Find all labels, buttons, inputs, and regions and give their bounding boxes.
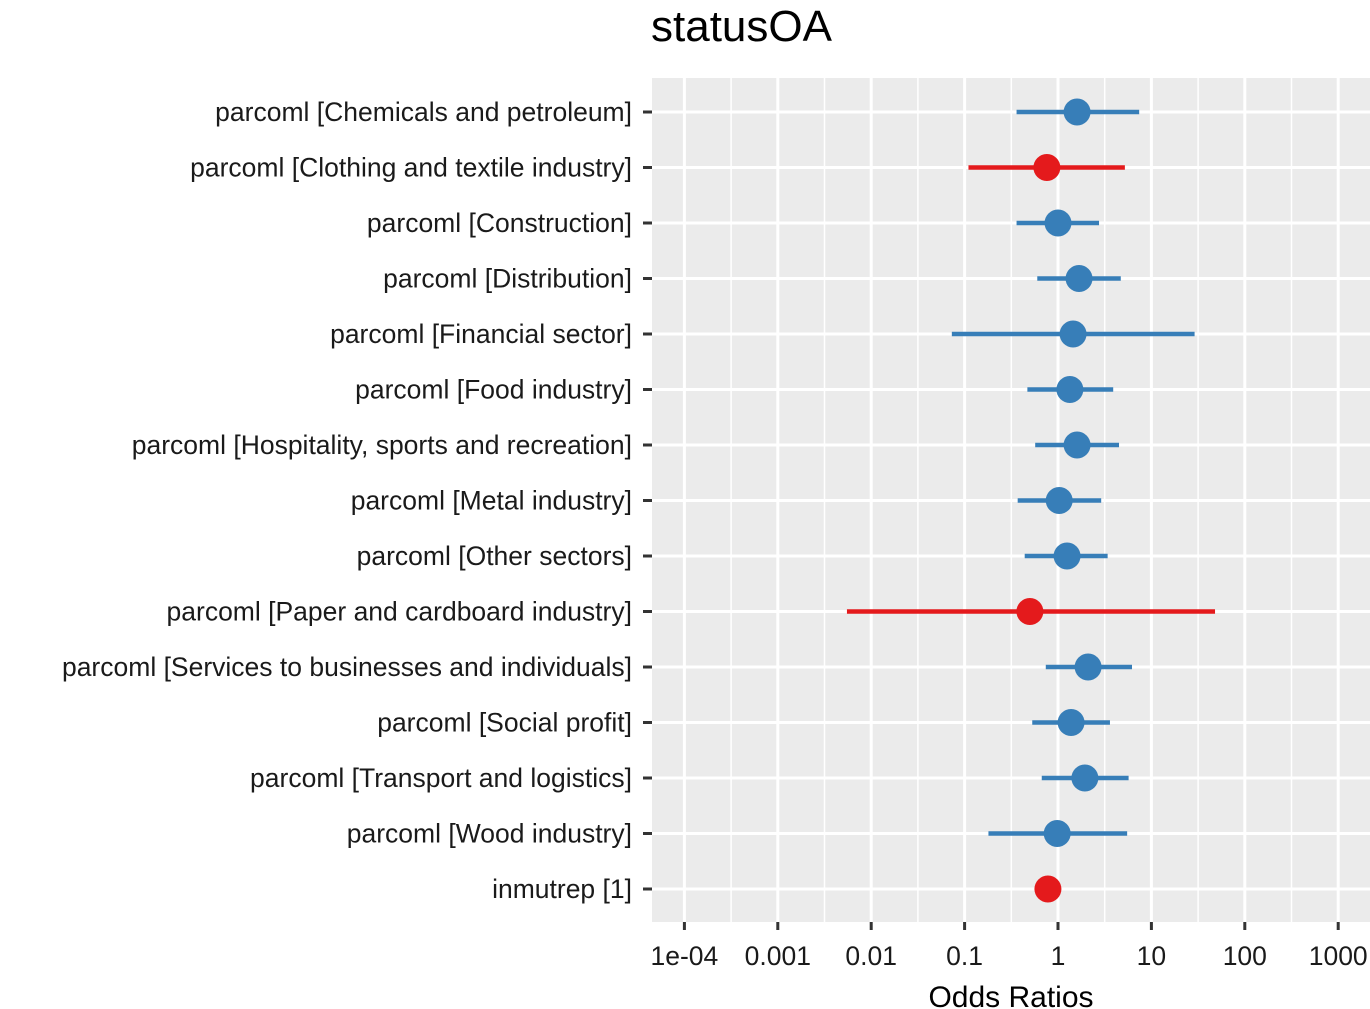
estimate-point	[1053, 542, 1081, 570]
major-gridlines	[652, 78, 1370, 922]
estimate-point	[1074, 653, 1102, 681]
x-tick-label: 0.01	[845, 941, 897, 971]
y-tick-label: parcoml [Paper and cardboard industry]	[167, 597, 632, 627]
y-tick-label: parcoml [Distribution]	[383, 264, 632, 294]
y-tick-label: parcoml [Construction]	[367, 208, 632, 238]
estimates-layer	[846, 98, 1216, 903]
y-tick-label: parcoml [Clothing and textile industry]	[190, 153, 632, 183]
estimate-row	[988, 820, 1128, 847]
estimate-point	[1016, 598, 1044, 625]
x-tick-label: 0.1	[946, 941, 983, 971]
estimate-row	[846, 598, 1216, 625]
estimate-row	[1035, 431, 1120, 459]
estimate-point	[1063, 431, 1091, 459]
y-tick-label: parcoml [Services to businesses and indi…	[62, 652, 632, 682]
x-tick-label: 1	[1051, 941, 1066, 971]
y-tick-label: parcoml [Metal industry]	[351, 486, 632, 516]
estimate-row	[1032, 709, 1110, 736]
x-tick-label: 1e-04	[651, 941, 719, 971]
y-tick-label: inmutrep [1]	[492, 874, 632, 904]
y-tick-label: parcoml [Financial sector]	[330, 319, 632, 349]
x-tick-label: 10	[1137, 941, 1166, 971]
y-tick-label: parcoml [Wood industry]	[347, 819, 632, 849]
estimate-row	[1016, 209, 1100, 237]
y-tick-label: parcoml [Food industry]	[355, 375, 632, 405]
estimate-point	[1056, 376, 1084, 403]
x-tick-label: 100	[1223, 941, 1267, 971]
estimate-point	[1071, 764, 1099, 792]
chart-title: statusOA	[651, 2, 833, 51]
estimate-row	[1027, 376, 1114, 403]
estimate-row	[968, 154, 1125, 181]
x-axis: 1e-04 0.001 0.01 0.1 1 10 100 1000	[651, 922, 1368, 971]
x-tick-label: 0.001	[745, 941, 811, 971]
y-tick-label: parcoml [Hospitality, sports and recreat…	[132, 430, 632, 460]
y-tick-label: parcoml [Transport and logistics]	[250, 763, 632, 793]
estimate-point	[1043, 820, 1071, 847]
estimate-row	[1045, 653, 1133, 681]
x-axis-title: Odds Ratios	[928, 981, 1093, 1009]
estimate-point	[1057, 709, 1085, 736]
estimate-point	[1059, 320, 1087, 348]
estimate-point	[1033, 154, 1061, 181]
estimate-point	[1063, 98, 1091, 126]
estimate-point	[1045, 487, 1073, 514]
estimate-row	[1037, 265, 1121, 292]
estimate-point	[1044, 209, 1072, 237]
estimate-row	[1024, 542, 1108, 570]
y-axis: parcoml [Chemicals and petroleum] parcoml…	[62, 97, 652, 904]
estimate-row	[1041, 764, 1129, 792]
estimate-row	[1016, 98, 1140, 126]
estimate-row	[1034, 875, 1062, 903]
estimate-point	[1034, 875, 1062, 903]
estimate-point	[1065, 265, 1093, 292]
x-tick-label: 1000	[1309, 941, 1368, 971]
estimate-row	[951, 320, 1195, 348]
estimate-row	[1017, 487, 1102, 514]
y-tick-label: parcoml [Social profit]	[377, 708, 632, 738]
y-tick-label: parcoml [Other sectors]	[357, 541, 632, 571]
y-tick-label: parcoml [Chemicals and petroleum]	[215, 97, 632, 127]
